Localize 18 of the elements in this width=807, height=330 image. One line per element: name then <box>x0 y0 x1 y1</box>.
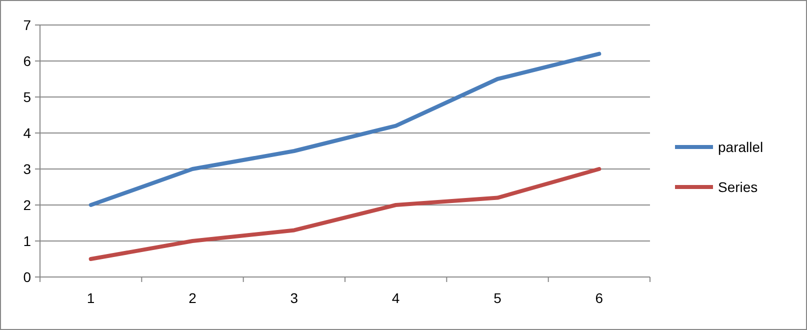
x-tick-label: 1 <box>86 290 95 306</box>
x-tick-label: 5 <box>494 290 502 306</box>
legend-label: parallel <box>718 138 764 155</box>
x-tick-label: 2 <box>188 290 197 306</box>
y-tick-label: 6 <box>23 52 32 69</box>
legend-label: Series <box>718 178 758 195</box>
x-tick-label: 6 <box>595 290 604 306</box>
y-tick-label: 1 <box>23 232 32 249</box>
y-tick-label: 5 <box>23 88 32 105</box>
x-tick-label: 4 <box>392 290 400 306</box>
y-tick-label: 3 <box>23 160 32 177</box>
y-tick-label: 2 <box>23 196 32 213</box>
y-tick-label: 4 <box>23 124 32 141</box>
y-tick-label: 7 <box>23 16 32 33</box>
x-tick-label: 3 <box>290 290 298 306</box>
line-series <box>88 52 602 207</box>
line-series <box>88 167 602 261</box>
y-tick-label: 0 <box>23 268 32 285</box>
